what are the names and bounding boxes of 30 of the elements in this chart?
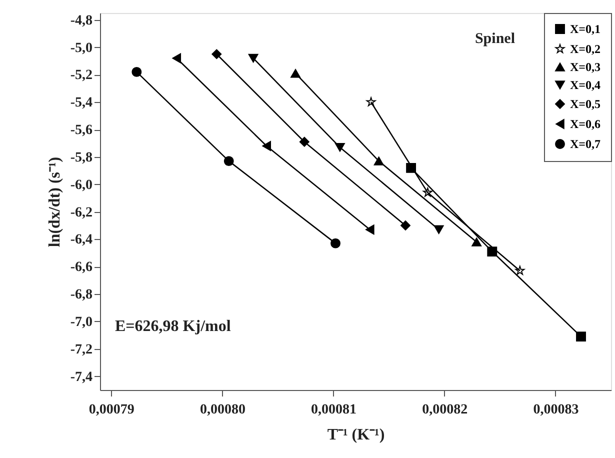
y-tick-label: -4,8 bbox=[70, 13, 92, 28]
annotation: Spinel bbox=[474, 31, 515, 47]
x-tick-label: 0,00081 bbox=[311, 402, 357, 418]
annotation: E=626,98 Kj/mol bbox=[115, 318, 232, 335]
y-tick-label: -7,0 bbox=[70, 314, 92, 330]
x-tick-label: 0,00079 bbox=[88, 402, 134, 418]
legend-label: X=0,4 bbox=[570, 78, 601, 92]
y-tick-label: -6,0 bbox=[70, 178, 92, 193]
legend-label: X=0,3 bbox=[570, 60, 601, 74]
y-tick-label: -5,0 bbox=[70, 40, 92, 56]
y-tick-label: -6,4 bbox=[70, 232, 92, 248]
y-tick-label: -5,6 bbox=[70, 123, 92, 138]
y-axis-title: ln(dx/dt) (s⁻¹) bbox=[46, 156, 64, 248]
legend-label: X=0,7 bbox=[570, 137, 601, 151]
legend-label: X=0,1 bbox=[570, 22, 601, 36]
y-tick-label: -5,4 bbox=[70, 96, 92, 111]
legend-label: X=0,6 bbox=[570, 117, 601, 131]
x-tick-label: 0,00083 bbox=[533, 402, 579, 418]
legend-label: X=0,2 bbox=[570, 42, 601, 56]
y-tick-label: -5,2 bbox=[70, 68, 92, 84]
y-tick-label: -7,4 bbox=[70, 370, 92, 385]
y-tick-label: -7,2 bbox=[70, 342, 92, 358]
x-tick-label: 0,00082 bbox=[422, 402, 468, 418]
y-tick-label: -6,6 bbox=[70, 260, 92, 276]
y-tick-label: -6,2 bbox=[70, 205, 92, 220]
y-tick-label: -5,8 bbox=[70, 150, 92, 166]
y-tick-label: -6,8 bbox=[70, 288, 92, 303]
x-axis-title: T⁻¹ (K⁻¹) bbox=[327, 426, 385, 444]
legend-label: X=0,5 bbox=[570, 97, 601, 111]
x-tick-label: 0,00080 bbox=[200, 402, 246, 418]
